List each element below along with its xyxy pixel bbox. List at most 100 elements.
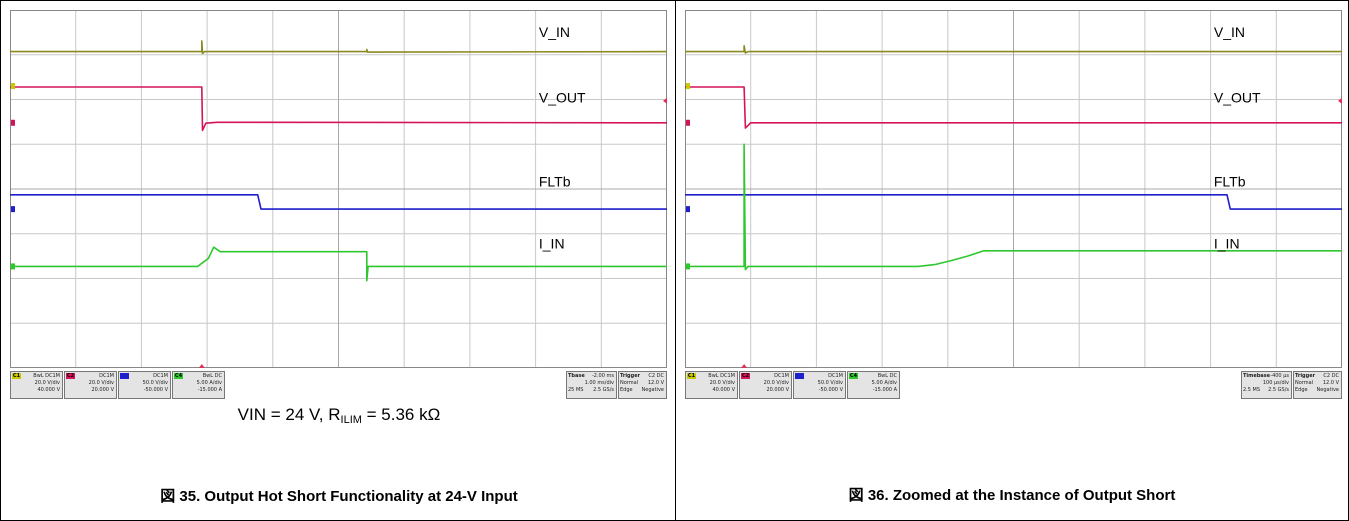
- channel-mode: BwL DC1M: [33, 373, 60, 379]
- channel-2-info[interactable]: C2 DC1M 20.0 V/div 20.000 V: [64, 371, 117, 399]
- channel-1-info[interactable]: C1 BwL DC1M 20.0 V/div 40.000 V: [10, 371, 63, 399]
- trigger-field: Negative: [1316, 387, 1339, 393]
- channel-ground-marker: [686, 263, 690, 270]
- fltb-trace: [685, 194, 1342, 210]
- timebase-field: 2.5 GS/s: [593, 387, 614, 393]
- oscilloscope-plot-left: V_IN V_OUT FLTb I_IN: [10, 10, 667, 368]
- timebase-info[interactable]: Tbase -2.00 ms 1.00 ms/div 25 MS 2.5 GS/s: [566, 371, 617, 399]
- trigger-field: Trigger: [1295, 373, 1316, 379]
- trigger-field: Edge: [620, 387, 633, 393]
- channel-1-info[interactable]: C1 BwL DC1M 20.0 V/div 40.000 V: [685, 371, 738, 399]
- fltb-trace: [10, 194, 667, 210]
- channel-offset: -15.000 A: [197, 387, 222, 393]
- timebase-field: 1.00 ms/div: [584, 380, 614, 386]
- trigger-level-marker: [663, 97, 667, 104]
- trigger-info[interactable]: Trigger C2 DC Normal 12.0 V Edge Negative: [1293, 371, 1342, 399]
- trigger-field: 12.0 V: [647, 380, 664, 386]
- channel-vdiv: 5.00 A/div: [871, 380, 897, 386]
- i_in-label: I_IN: [1214, 236, 1240, 252]
- channel-vdiv: 20.0 V/div: [88, 380, 114, 386]
- v_out-trace: [685, 86, 1342, 129]
- trigger-field: Normal: [1295, 380, 1314, 386]
- channel-tag: C1: [687, 373, 696, 379]
- channel-mode: DC1M: [99, 373, 114, 379]
- i_in-trace: [10, 246, 667, 282]
- channel-offset: 40.000 V: [712, 387, 735, 393]
- timebase-field: 2.5 GS/s: [1268, 387, 1289, 393]
- channel-ground-marker: [11, 206, 15, 213]
- channel-3-info[interactable]: DC1M 50.0 V/div -50.000 V: [793, 371, 846, 399]
- v_in-label: V_IN: [1214, 24, 1245, 40]
- v_in-trace: [685, 44, 1342, 54]
- timebase-info[interactable]: Timebase -400 µs 100 µs/div 2.5 MS 2.5 GS/s: [1241, 371, 1292, 399]
- timebase-field: 2.5 MS: [1243, 387, 1261, 393]
- channel-ground-marker: [11, 83, 15, 90]
- v_in-label: V_IN: [539, 24, 570, 40]
- oscilloscope-plot-right: V_IN V_OUT FLTb I_IN: [685, 10, 1342, 368]
- channel-offset: -15.000 A: [872, 387, 897, 393]
- scope-status-bar-left: C1 BwL DC1M 20.0 V/div 40.000 V C2 DC1M 20.0 V…: [10, 371, 667, 399]
- channel-2-info[interactable]: C2 DC1M 20.0 V/div 20.000 V: [739, 371, 792, 399]
- channel-mode: DC1M: [774, 373, 789, 379]
- channel-offset: -50.000 V: [143, 387, 168, 393]
- channel-mode: BwL DC: [877, 373, 897, 379]
- channel-vdiv: 50.0 V/div: [817, 380, 843, 386]
- figure-36-panel: V_IN V_OUT FLTb I_IN C1 BwL DC1M 20.0 V/div 40…: [675, 0, 1349, 521]
- graticule-border: [685, 10, 1342, 368]
- channel-ground-marker: [686, 83, 690, 90]
- channel-vdiv: 20.0 V/div: [709, 380, 735, 386]
- trigger-level-marker: [1338, 97, 1342, 104]
- channel-tag: C4: [174, 373, 183, 379]
- channel-tag: C2: [66, 373, 75, 379]
- channel-offset: 20.000 V: [91, 387, 114, 393]
- channel-mode: BwL DC: [202, 373, 222, 379]
- v_out-label: V_OUT: [1214, 90, 1261, 106]
- trigger-field: Negative: [641, 387, 664, 393]
- channel-ground-marker: [11, 119, 15, 126]
- channel-4-info[interactable]: C4 BwL DC 5.00 A/div -15.000 A: [847, 371, 900, 399]
- channel-4-info[interactable]: C4 BwL DC 5.00 A/div -15.000 A: [172, 371, 225, 399]
- trigger-field: C2 DC: [648, 373, 664, 379]
- v_out-label: V_OUT: [539, 90, 586, 106]
- channel-tag: C2: [741, 373, 750, 379]
- timebase-field: Tbase: [568, 373, 585, 379]
- channel-ground-marker: [11, 263, 15, 270]
- channel-mode: DC1M: [828, 373, 843, 379]
- channel-offset: 20.000 V: [766, 387, 789, 393]
- timebase-field: Timebase: [1243, 373, 1271, 379]
- trigger-time-marker: [741, 364, 748, 368]
- channel-vdiv: 20.0 V/div: [763, 380, 789, 386]
- channel-mode: DC1M: [153, 373, 168, 379]
- channel-offset: 40.000 V: [37, 387, 60, 393]
- channel-tag: C1: [12, 373, 21, 379]
- figure-36-caption: 図 36. Zoomed at the Instance of Output S…: [848, 487, 1176, 504]
- timebase-field: -2.00 ms: [591, 373, 614, 379]
- channel-tag: C4: [849, 373, 858, 379]
- channel-vdiv: 20.0 V/div: [34, 380, 60, 386]
- i_in-trace: [685, 143, 1342, 271]
- timebase-field: 100 µs/div: [1262, 380, 1289, 386]
- trigger-field: 12.0 V: [1322, 380, 1339, 386]
- channel-ground-marker: [686, 206, 690, 213]
- timebase-field: -400 µs: [1270, 373, 1289, 379]
- grid: [685, 10, 1342, 368]
- trigger-info[interactable]: Trigger C2 DC Normal 12.0 V Edge Negative: [618, 371, 667, 399]
- grid: [10, 10, 667, 368]
- channel-offset: -50.000 V: [818, 387, 843, 393]
- figure-35-panel: V_IN V_OUT FLTb I_IN C1 BwL DC1M 20.0 V/div 40…: [0, 0, 676, 521]
- trigger-time-marker: [198, 364, 205, 368]
- test-condition: VIN = 24 V, RILIM = 5.36 kΩ: [237, 405, 441, 426]
- i_in-label: I_IN: [539, 236, 565, 252]
- scope-status-bar-right: C1 BwL DC1M 20.0 V/div 40.000 V C2 DC1M 20.0 V…: [685, 371, 1342, 399]
- graticule-border: [10, 10, 667, 368]
- v_in-trace: [10, 40, 667, 55]
- channel-vdiv: 5.00 A/div: [196, 380, 222, 386]
- channel-mode: BwL DC1M: [708, 373, 735, 379]
- channel-3-info[interactable]: DC1M 50.0 V/div -50.000 V: [118, 371, 171, 399]
- channel-tag: [795, 373, 804, 379]
- channel-tag: [120, 373, 129, 379]
- figure-35-caption: 図 35. Output Hot Short Functionality at …: [160, 488, 518, 505]
- trigger-field: Trigger: [620, 373, 641, 379]
- channel-vdiv: 50.0 V/div: [142, 380, 168, 386]
- fltb-label: FLTb: [539, 173, 571, 189]
